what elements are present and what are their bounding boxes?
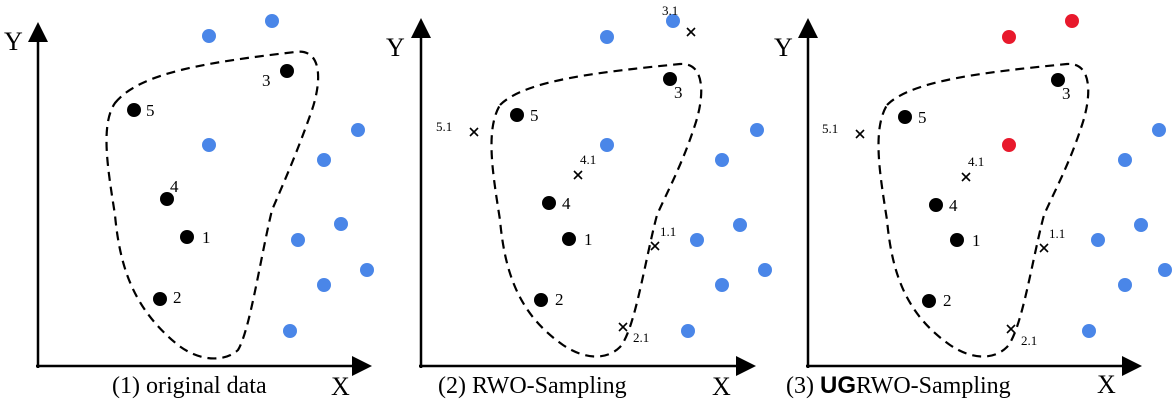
minority-point — [1051, 73, 1065, 87]
majority-point — [334, 217, 348, 231]
majority-point — [360, 263, 374, 277]
minority-label: 5 — [918, 108, 927, 127]
majority-point — [1082, 324, 1096, 338]
minority-label: 3 — [262, 71, 271, 90]
minority-point — [929, 198, 943, 212]
x-axis-label: X — [1097, 370, 1116, 399]
synthetic-sample — [469, 127, 479, 137]
minority-point — [160, 192, 174, 206]
minority-label: 5 — [146, 101, 155, 120]
majority-point — [351, 123, 365, 137]
majority-point — [202, 29, 216, 43]
synthetic-sample — [961, 172, 971, 182]
majority-point — [715, 153, 729, 167]
majority-point — [666, 14, 680, 28]
majority-point — [202, 138, 216, 152]
majority-point — [733, 218, 747, 232]
synthetic-label: 5.1 — [436, 119, 452, 134]
minority-label: 1 — [202, 228, 211, 247]
minority-label: 4 — [170, 177, 179, 196]
minority-label: 2 — [173, 288, 182, 307]
synthetic-sample — [573, 170, 583, 180]
synthetic-sample — [618, 322, 628, 332]
minority-label: 1 — [584, 230, 593, 249]
minority-region-outline — [105, 50, 320, 360]
majority-point — [291, 233, 305, 247]
minority-point — [127, 103, 141, 117]
minority-region-outline — [877, 62, 1090, 358]
minority-label: 4 — [562, 194, 571, 213]
majority-point — [600, 30, 614, 44]
minority-point — [180, 230, 194, 244]
minority-point — [922, 294, 936, 308]
majority-point — [283, 324, 297, 338]
majority-point — [750, 123, 764, 137]
synthetic-label: 5.1 — [822, 121, 838, 136]
majority-point — [600, 138, 614, 152]
ug-removed-point — [1065, 14, 1079, 28]
minority-label: 4 — [949, 196, 958, 215]
panel-caption: (1) original data — [112, 373, 267, 399]
y-axis-label: Y — [774, 33, 793, 62]
minority-point — [542, 196, 556, 210]
majority-point — [681, 324, 695, 338]
caption-highlight: UG — [820, 372, 856, 399]
synthetic-sample — [1006, 324, 1016, 334]
synthetic-label: 1.1 — [660, 224, 676, 239]
minority-region-outline — [490, 62, 703, 358]
minority-point — [898, 110, 912, 124]
panel-ugrwo-sampling: Y 1 2 3 4 5 1.1 2.1 4.1 — [774, 14, 1172, 399]
minority-label: 2 — [943, 291, 952, 310]
minority-point — [280, 64, 294, 78]
minority-label: 1 — [972, 231, 981, 250]
minority-point — [663, 72, 677, 86]
x-axis-label: X — [331, 372, 350, 401]
minority-label: 5 — [530, 106, 539, 125]
minority-label: 3 — [674, 83, 683, 102]
majority-point — [1158, 263, 1172, 277]
minority-label: 3 — [1062, 84, 1071, 103]
minority-point — [950, 233, 964, 247]
majority-point — [1118, 153, 1132, 167]
majority-point — [265, 14, 279, 28]
majority-point — [758, 263, 772, 277]
synthetic-sample — [686, 27, 696, 37]
minority-point — [534, 293, 548, 307]
minority-label: 2 — [555, 290, 564, 309]
majority-point — [690, 233, 704, 247]
panel-caption: (3) UGRWO-Sampling — [786, 372, 1011, 399]
synthetic-sample — [855, 129, 865, 139]
synthetic-sample — [650, 241, 660, 251]
synthetic-sample — [1039, 243, 1049, 253]
majority-point — [1091, 233, 1105, 247]
majority-point — [317, 153, 331, 167]
majority-point — [1118, 278, 1132, 292]
synthetic-label: 3.1 — [662, 3, 678, 18]
y-axis-label: Y — [4, 27, 23, 56]
panel-original: Y 1 2 3 4 5 (1) original data X — [4, 14, 374, 401]
synthetic-label: 4.1 — [968, 154, 984, 169]
panel-caption: (2) RWO-Sampling — [438, 373, 627, 399]
minority-point — [153, 292, 167, 306]
synthetic-label: 1.1 — [1049, 226, 1065, 241]
x-axis-label: X — [712, 372, 731, 401]
minority-point — [562, 232, 576, 246]
synthetic-label: 4.1 — [580, 152, 596, 167]
minority-point — [510, 108, 524, 122]
majority-point — [317, 278, 331, 292]
majority-point — [715, 278, 729, 292]
ug-removed-point — [1002, 30, 1016, 44]
y-axis-label: Y — [386, 33, 405, 62]
majority-point — [1134, 218, 1148, 232]
panel-rwo-sampling: Y 1 2 3 4 5 1.1 2.1 3.1 — [386, 3, 772, 401]
majority-point — [1152, 123, 1166, 137]
ug-removed-point — [1002, 138, 1016, 152]
synthetic-label: 2.1 — [633, 330, 649, 345]
synthetic-label: 2.1 — [1021, 333, 1037, 348]
